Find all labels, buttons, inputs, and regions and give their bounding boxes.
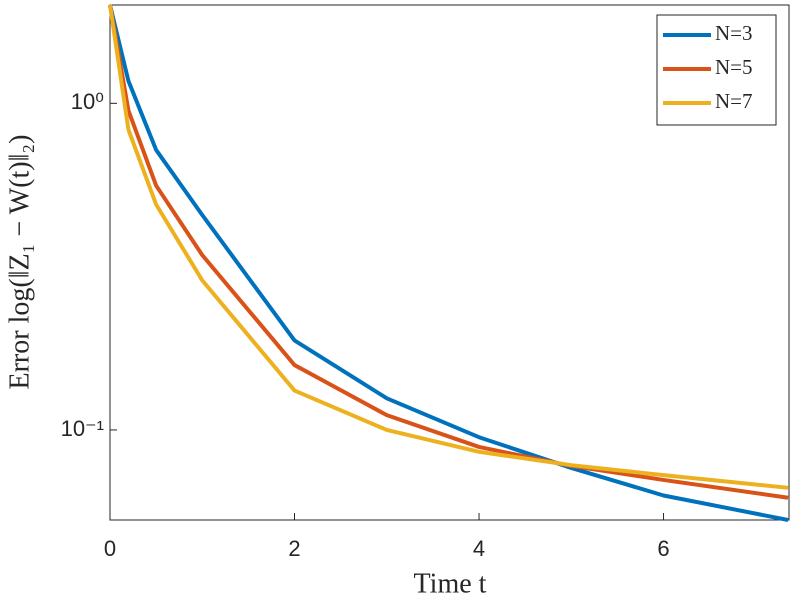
y-tick-label: 10⁻¹ — [61, 416, 104, 441]
legend-label: N=7 — [715, 89, 753, 113]
x-tick-label: 6 — [657, 536, 669, 561]
line — [108, 4, 789, 490]
legend-label: N=3 — [715, 21, 753, 45]
y-tick-label: 10⁰ — [71, 89, 104, 114]
x-axis-label: Time t — [414, 568, 487, 599]
x-tick-label: 2 — [288, 536, 300, 561]
x-tick-label: 4 — [473, 536, 485, 561]
y-axis-label: Error log(‖Z₁ − W(t)‖₂) — [4, 135, 35, 390]
line — [108, 4, 789, 522]
legend-label: N=5 — [715, 55, 753, 79]
line — [108, 4, 789, 500]
legend: N=3 N=5 N=7 — [656, 14, 777, 126]
x-tick-label: 0 — [104, 536, 116, 561]
